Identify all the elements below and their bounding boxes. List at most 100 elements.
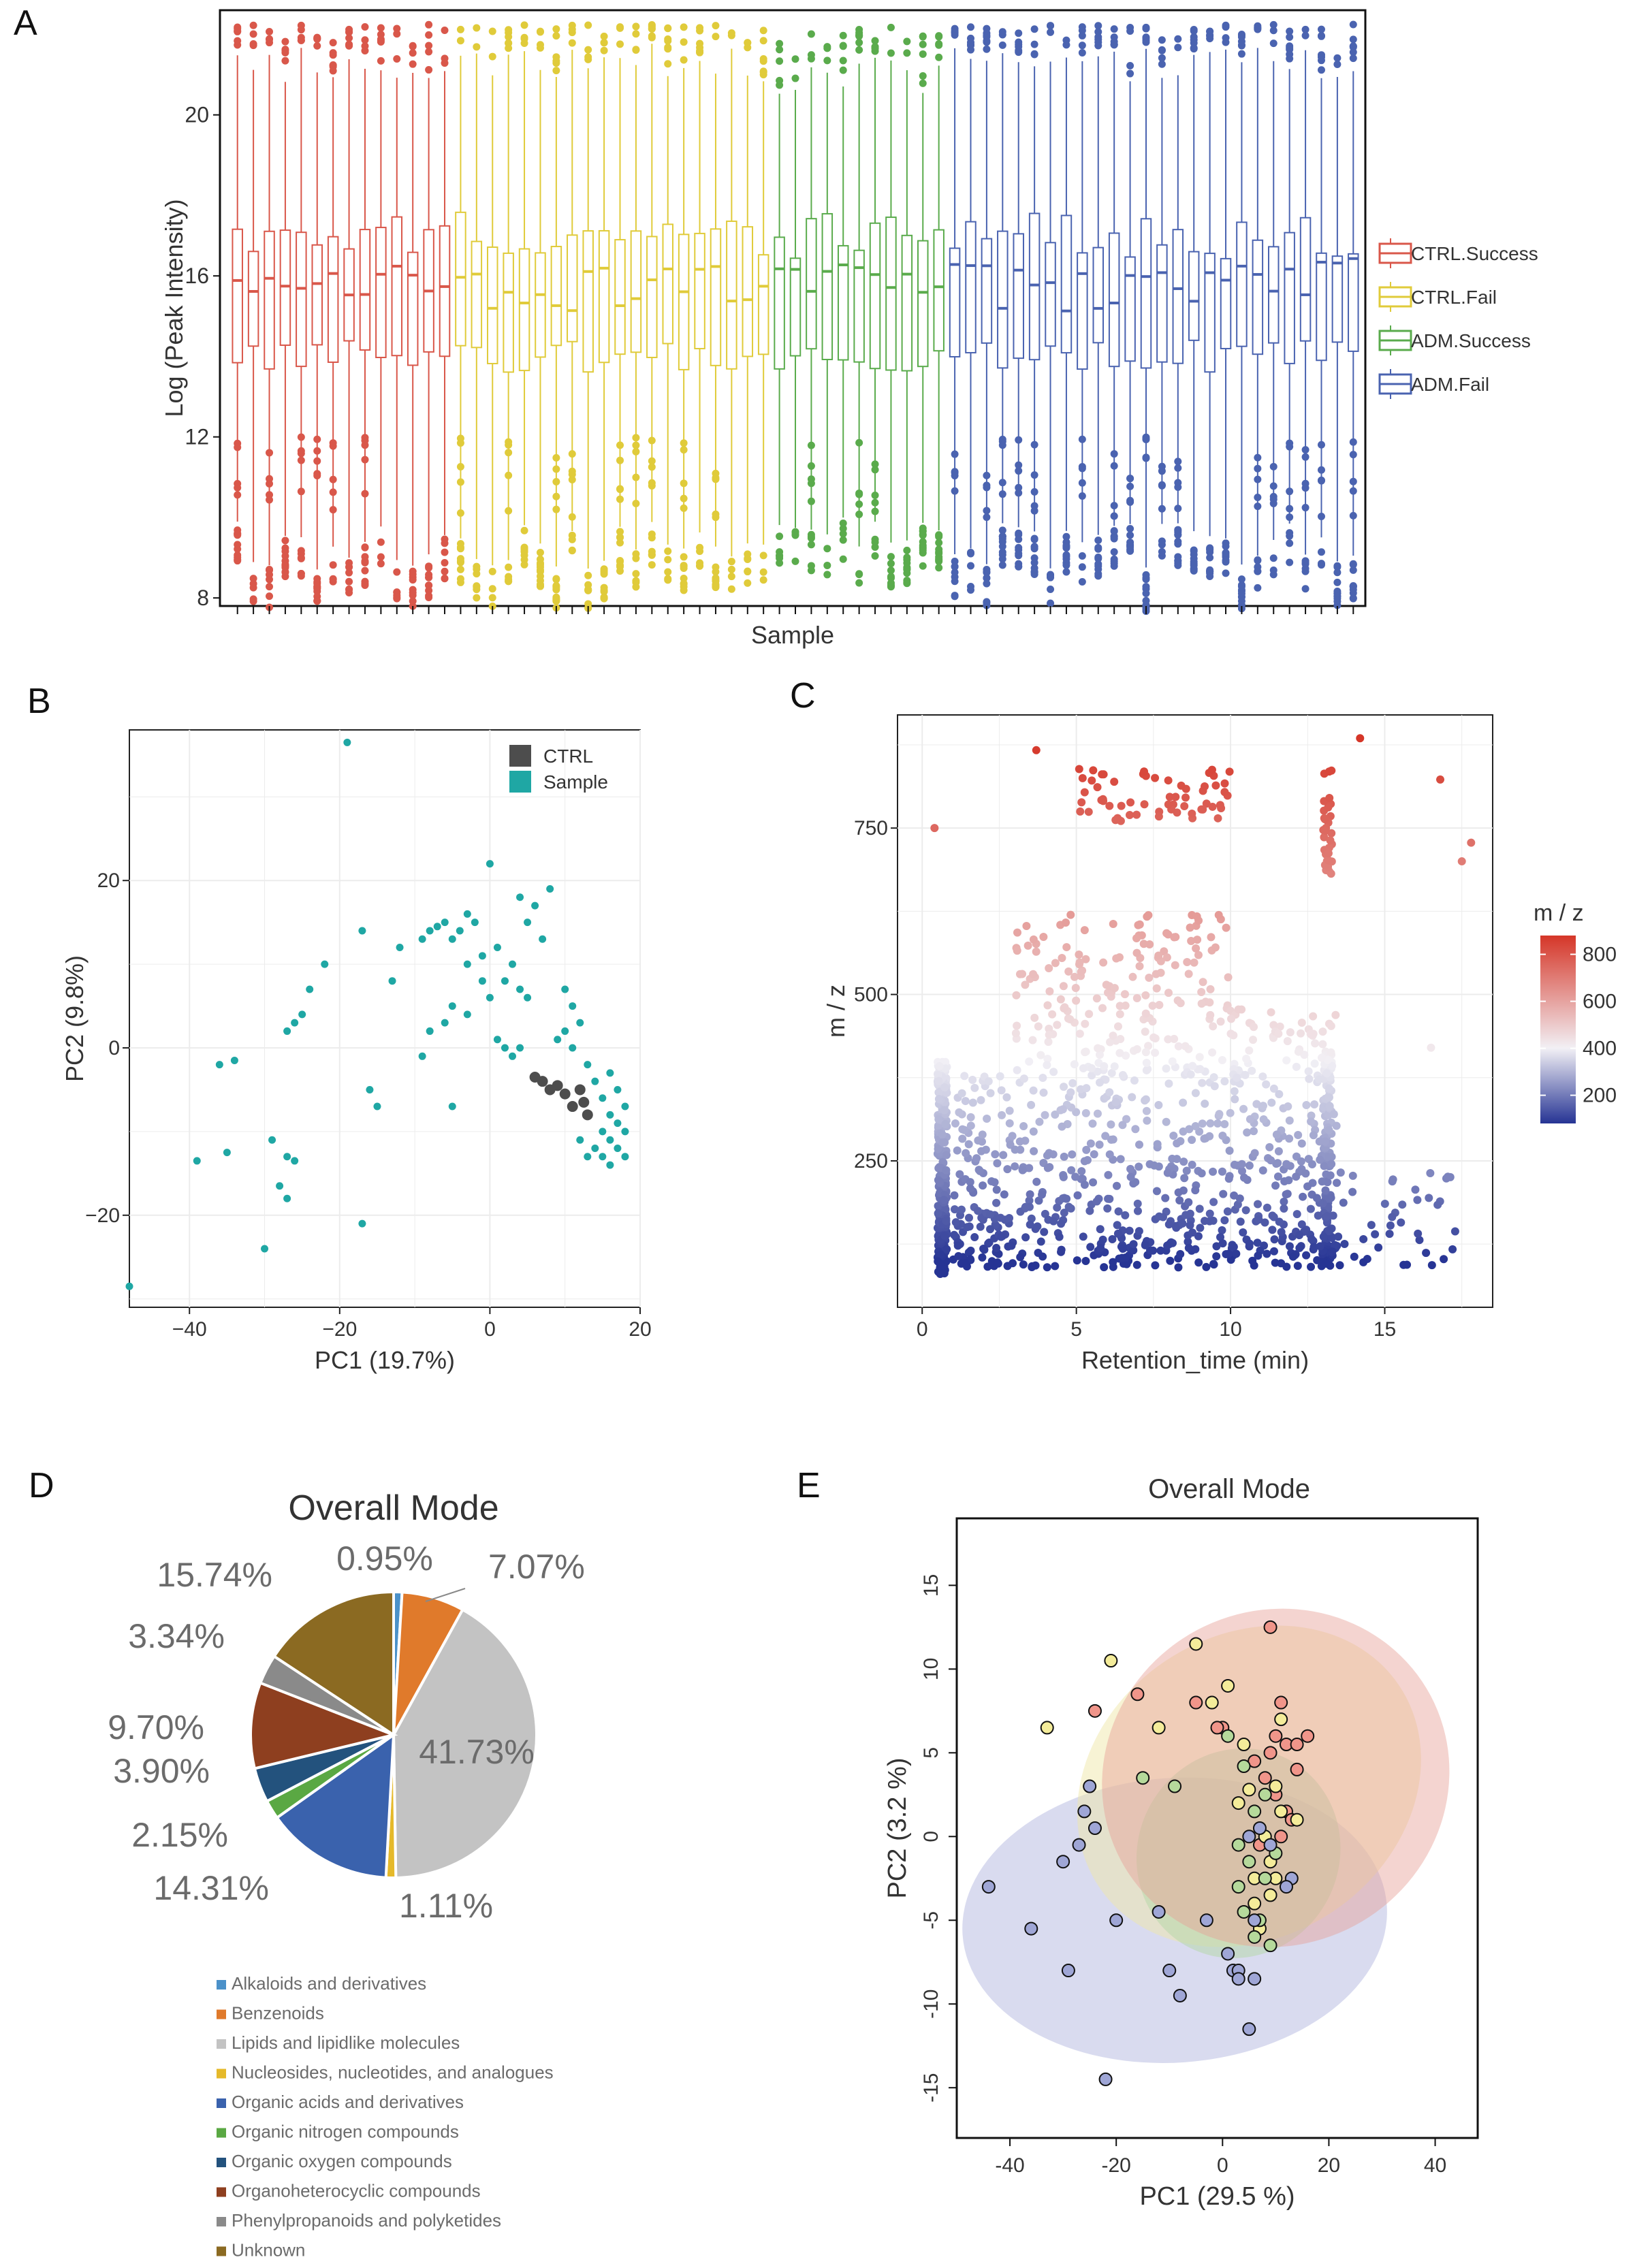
scatter-point	[1012, 991, 1021, 1000]
scatter-point	[1171, 961, 1179, 970]
scatter-point	[1367, 1221, 1376, 1230]
scatter-point	[1164, 930, 1173, 939]
box-body	[1284, 231, 1295, 364]
y-tick-label: 20	[97, 869, 120, 892]
outlier-point	[1047, 586, 1055, 594]
outlier-point	[823, 571, 831, 579]
scatter-point	[1032, 746, 1041, 754]
scatter-point	[1213, 1119, 1222, 1128]
outlier-point	[552, 478, 560, 486]
outlier-point	[536, 549, 544, 557]
outlier-point	[552, 57, 560, 65]
scatter-point	[1295, 1231, 1304, 1240]
legend-label: Organic acids and derivatives	[232, 2092, 464, 2112]
scatter-point	[373, 1102, 381, 1111]
scatter-point	[501, 1044, 509, 1052]
outlier-point	[1094, 572, 1102, 580]
scatter-point	[1201, 1100, 1209, 1108]
outlier-point	[281, 57, 289, 65]
scatter-point	[1013, 1066, 1021, 1074]
outlier-point	[1301, 25, 1309, 33]
scatter-point	[1436, 775, 1445, 784]
scatter-point	[193, 1157, 201, 1165]
outlier-point	[998, 31, 1006, 39]
scatter-point	[1311, 1039, 1320, 1048]
scatter-point	[935, 1177, 944, 1186]
outlier-point	[712, 33, 720, 41]
outlier-point	[393, 593, 401, 601]
box-body	[1204, 253, 1216, 373]
scatter-point	[1098, 2072, 1113, 2086]
scatter-point	[1028, 1262, 1036, 1271]
outlier-point	[377, 31, 385, 39]
scatter-point	[1309, 1029, 1318, 1038]
scatter-point	[1026, 1190, 1034, 1199]
outlier-point	[568, 450, 576, 458]
outlier-point	[505, 577, 513, 586]
outlier-point	[744, 550, 752, 558]
scatter-point	[283, 1153, 291, 1161]
scatter-point	[576, 1136, 584, 1144]
outlier-point	[1030, 441, 1038, 449]
scatter-point	[955, 1108, 964, 1117]
legend-label: Lipids and lipidlike molecules	[232, 2032, 460, 2053]
scatter-point	[1021, 1202, 1030, 1211]
outlier-point	[1254, 453, 1262, 462]
scatter-point	[1049, 1068, 1058, 1076]
outlier-point	[1030, 471, 1038, 479]
outlier-point	[329, 506, 337, 514]
scatter-point	[1209, 1022, 1218, 1031]
scatter-point	[1134, 921, 1143, 929]
legend-key	[217, 2098, 226, 2108]
box-body	[471, 240, 483, 349]
scatter-point	[1007, 1241, 1016, 1250]
outlier-point	[1174, 464, 1182, 472]
scatter-point	[1332, 1121, 1341, 1130]
outlier-point	[297, 456, 305, 464]
outlier-point	[1254, 464, 1262, 473]
outlier-point	[807, 541, 815, 549]
legend-label: ADM.Success	[1411, 330, 1531, 351]
scatter-point	[1099, 958, 1108, 967]
scatter-point	[1134, 1162, 1143, 1171]
scatter-point	[1335, 1261, 1344, 1270]
scatter-point	[1015, 1137, 1024, 1146]
outlier-point	[552, 25, 560, 33]
scatter-point	[1179, 1098, 1188, 1107]
scatter-point	[1315, 1137, 1324, 1146]
scatter-point	[1267, 1098, 1276, 1107]
scatter-point	[1045, 964, 1053, 973]
outlier-point	[1206, 35, 1214, 43]
scatter-point	[1085, 1010, 1094, 1019]
scatter-point	[942, 1245, 951, 1253]
scatter-point	[1040, 1228, 1049, 1236]
outlier-point	[696, 47, 704, 55]
outlier-point	[505, 438, 513, 446]
outlier-point	[1349, 438, 1357, 446]
scatter-point	[1032, 1177, 1041, 1186]
outlier-point	[1349, 560, 1357, 569]
scatter-point	[938, 1130, 947, 1139]
outlier-point	[998, 41, 1006, 49]
outlier-point	[1094, 537, 1102, 545]
scatter-point	[1253, 1239, 1262, 1247]
scatter-point	[1331, 1010, 1340, 1019]
scatter-point	[1245, 1115, 1254, 1123]
scatter-point	[1250, 1149, 1259, 1157]
scatter-point	[934, 1145, 942, 1153]
scatter-point	[992, 1243, 1001, 1252]
outlier-point	[520, 33, 528, 42]
scatter-point	[1132, 994, 1141, 1003]
scatter-point	[1077, 798, 1086, 807]
scatter-point	[1200, 1134, 1209, 1143]
outlier-point	[456, 37, 464, 45]
scatter-point	[1263, 1888, 1277, 1902]
scatter-point	[1089, 1178, 1098, 1187]
legend-key	[217, 2009, 226, 2019]
outlier-point	[616, 528, 624, 536]
scatter-point	[1258, 1871, 1272, 1885]
outlier-point	[966, 562, 974, 570]
scatter-point	[1191, 1245, 1200, 1253]
outlier-point	[313, 447, 321, 455]
scatter-point	[1191, 1186, 1200, 1195]
